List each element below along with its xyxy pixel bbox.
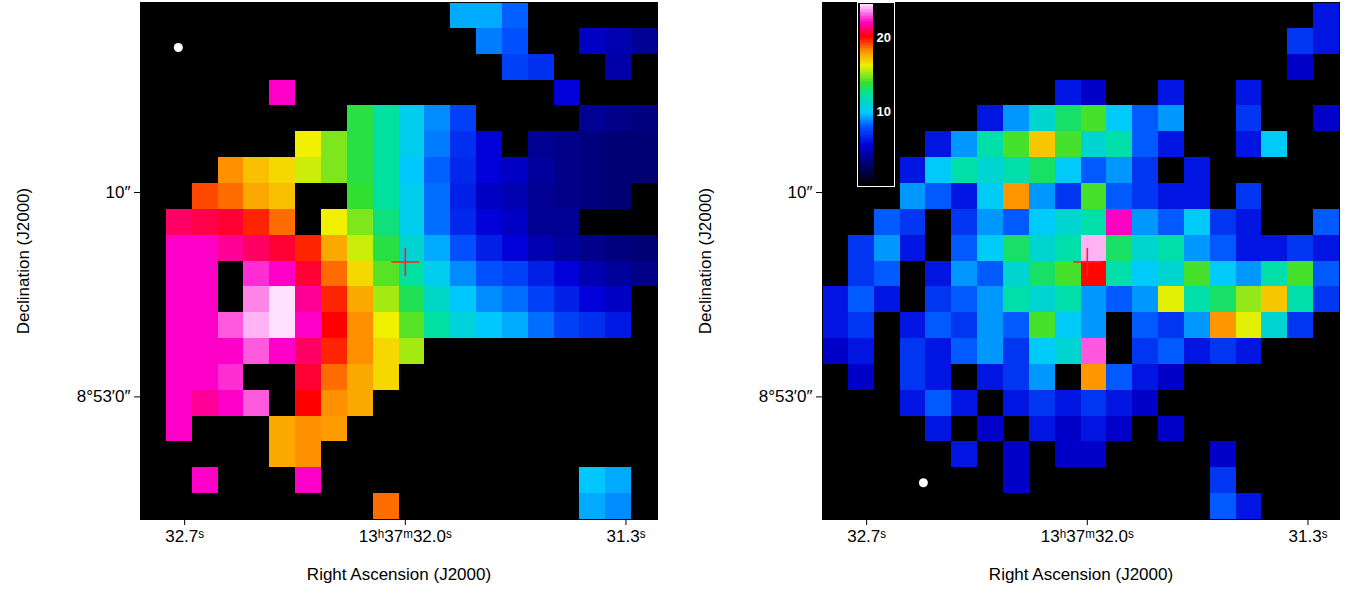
svg-text:31.3ˢ: 31.3ˢ	[1289, 527, 1328, 546]
svg-text:10″: 10″	[106, 183, 131, 202]
svg-text:13ʰ37ᵐ32.0ˢ: 13ʰ37ᵐ32.0ˢ	[359, 527, 452, 546]
svg-text:31.3ˢ: 31.3ˢ	[607, 527, 646, 546]
svg-text:Right Ascension (J2000): Right Ascension (J2000)	[989, 565, 1173, 584]
svg-text:Declination (J2000): Declination (J2000)	[696, 188, 715, 334]
svg-text:10: 10	[877, 104, 891, 119]
svg-text:13ʰ37ᵐ32.0ˢ: 13ʰ37ᵐ32.0ˢ	[1041, 527, 1134, 546]
svg-text:32.7ˢ: 32.7ˢ	[165, 527, 204, 546]
svg-text:32.7ˢ: 32.7ˢ	[847, 527, 886, 546]
svg-text:Declination (J2000): Declination (J2000)	[14, 188, 33, 334]
svg-text:10″: 10″	[788, 183, 813, 202]
svg-text:Right Ascension (J2000): Right Ascension (J2000)	[307, 565, 491, 584]
svg-text:8°53′0″: 8°53′0″	[759, 387, 813, 406]
svg-text:8°53′0″: 8°53′0″	[77, 387, 131, 406]
svg-text:20: 20	[877, 30, 891, 45]
